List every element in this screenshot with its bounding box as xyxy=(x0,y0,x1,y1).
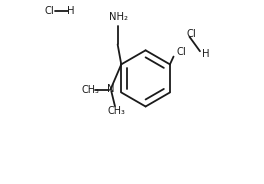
Text: CH₃: CH₃ xyxy=(81,85,99,95)
Text: Cl: Cl xyxy=(176,47,186,57)
Text: CH₃: CH₃ xyxy=(108,107,126,116)
Text: Cl: Cl xyxy=(186,29,196,39)
Text: H: H xyxy=(202,49,210,59)
Text: Cl: Cl xyxy=(45,6,54,16)
Text: NH₂: NH₂ xyxy=(109,12,128,22)
Text: H: H xyxy=(67,6,75,16)
Text: N: N xyxy=(107,84,114,94)
